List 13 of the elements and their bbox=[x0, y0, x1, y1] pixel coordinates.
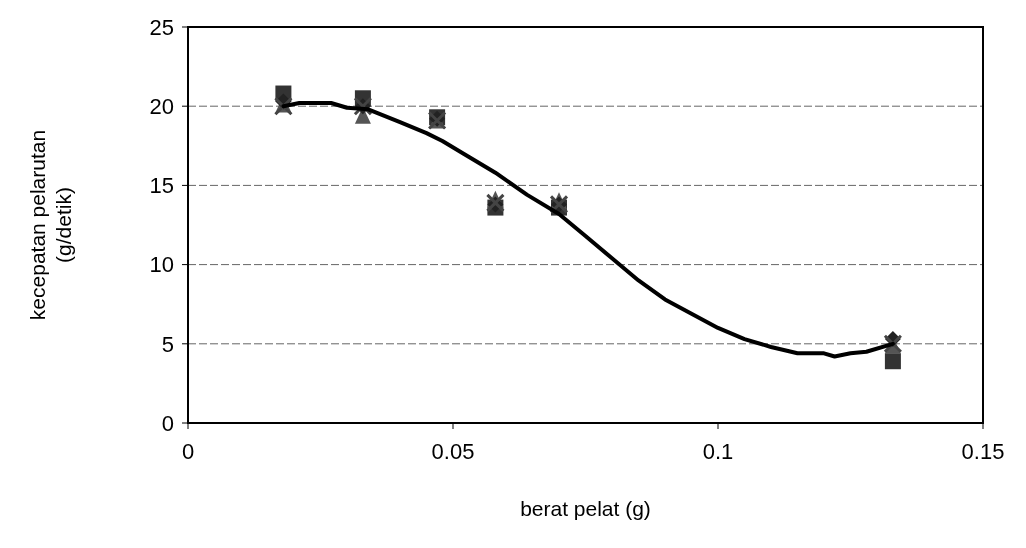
y-tick-label: 0 bbox=[161, 410, 174, 436]
x-tick-label: 0 bbox=[181, 439, 195, 464]
x-tick-label: 0.05 bbox=[431, 439, 475, 464]
x-axis-title: berat pelat (g) bbox=[520, 497, 651, 520]
y-tick-label: 10 bbox=[149, 252, 174, 278]
y-tick-label: 5 bbox=[161, 331, 174, 357]
y-tick-label: 25 bbox=[149, 14, 174, 40]
x-tick-label: 0.15 bbox=[961, 439, 1005, 464]
x-tick-label: 0.1 bbox=[702, 439, 734, 464]
y-tick-label: 20 bbox=[149, 93, 174, 119]
y-axis-title: kecepatan pelarutan (g/detik) bbox=[26, 129, 75, 321]
point bbox=[884, 353, 901, 370]
y-tick-label: 15 bbox=[149, 173, 174, 199]
